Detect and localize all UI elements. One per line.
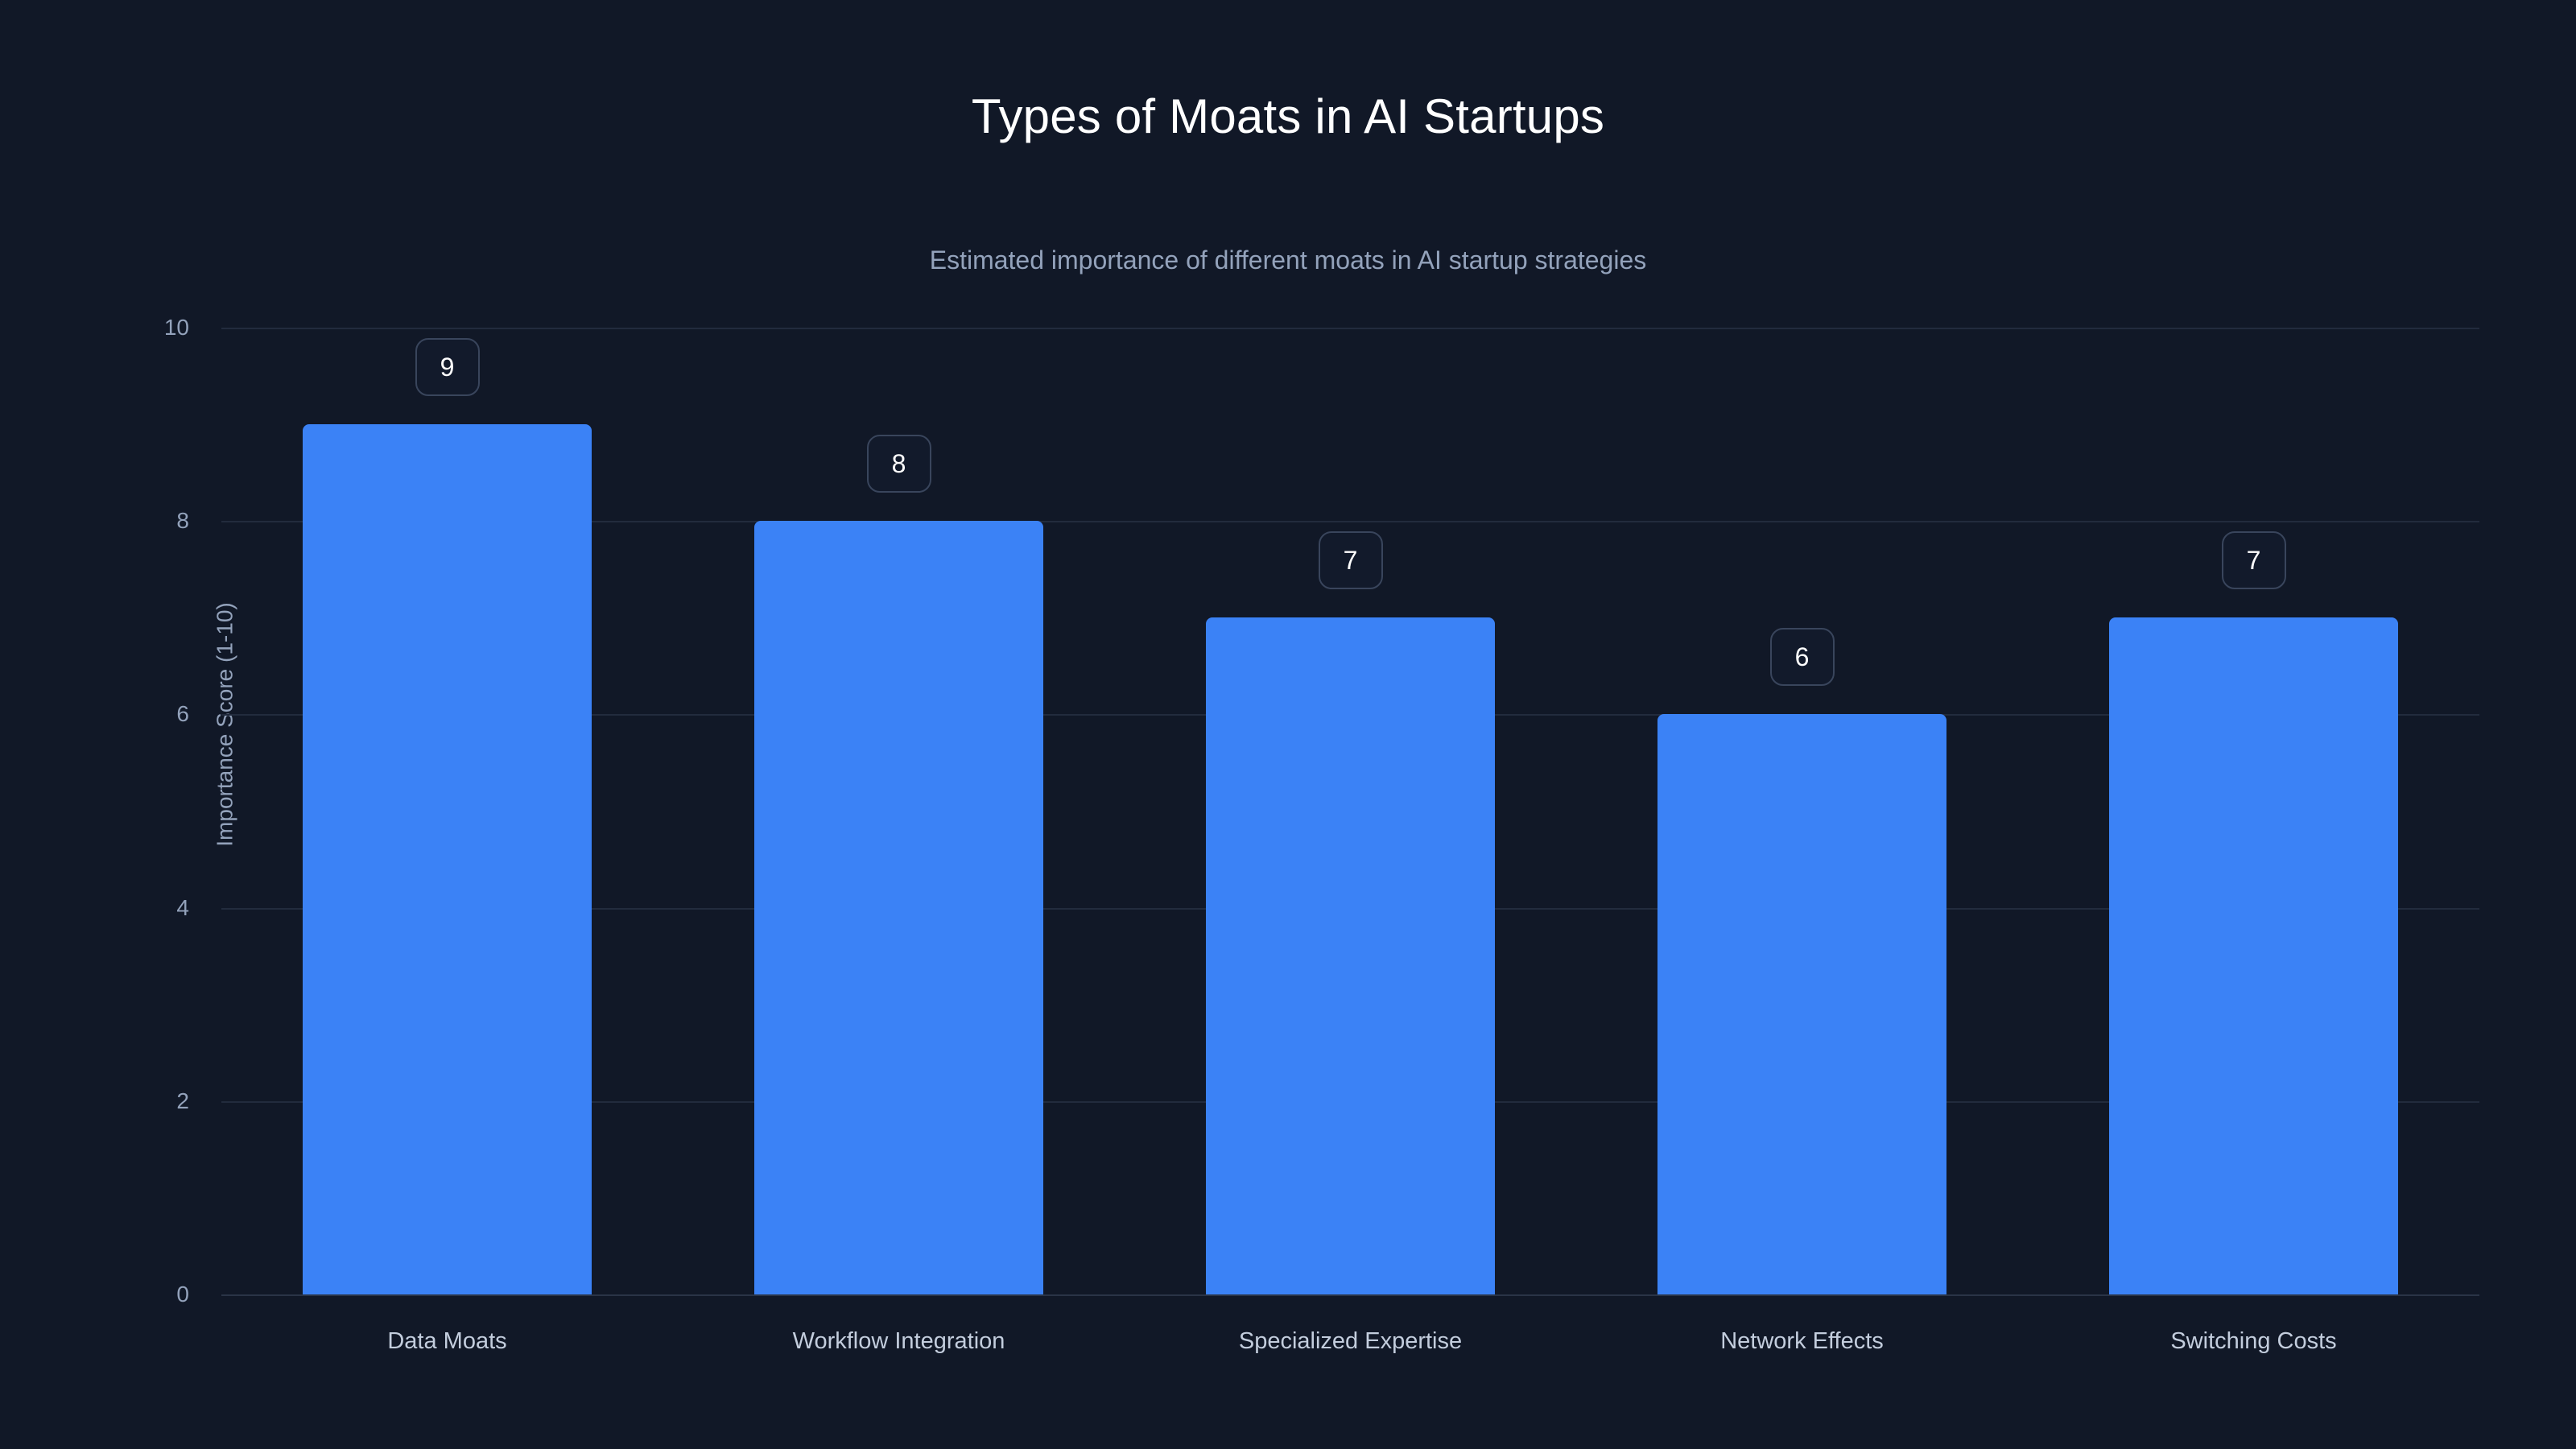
y-axis-tick-label: 4 bbox=[176, 894, 189, 920]
x-axis-category-label: Workflow Integration bbox=[792, 1328, 1005, 1354]
bar[interactable] bbox=[1205, 617, 1495, 1294]
y-axis-tick-label: 6 bbox=[176, 701, 189, 727]
x-axis-category-label: Network Effects bbox=[1720, 1328, 1884, 1354]
y-axis-tick-label: 8 bbox=[176, 508, 189, 534]
x-axis-category-label: Switching Costs bbox=[2170, 1328, 2337, 1354]
bar[interactable] bbox=[1657, 714, 1946, 1294]
bar-value-badge: 7 bbox=[1318, 531, 1383, 590]
gridline bbox=[221, 328, 2479, 329]
bar-value-badge: 6 bbox=[1769, 628, 1835, 687]
bar[interactable] bbox=[753, 521, 1043, 1294]
chart-subtitle: Estimated importance of different moats … bbox=[929, 246, 1647, 275]
bar[interactable] bbox=[302, 424, 592, 1294]
x-axis-category-label: Data Moats bbox=[387, 1328, 507, 1354]
bar-value-badge: 8 bbox=[866, 435, 931, 493]
y-axis-tick-label: 10 bbox=[163, 315, 189, 340]
gridline bbox=[221, 1294, 2479, 1296]
bar-value-badge: 7 bbox=[2221, 531, 2286, 590]
y-axis-tick-label: 2 bbox=[176, 1088, 189, 1113]
bar-value-badge: 9 bbox=[415, 338, 480, 397]
gridline bbox=[221, 521, 2479, 523]
plot-area bbox=[221, 328, 2479, 1296]
page-title: Types of Moats in AI Startups bbox=[971, 89, 1605, 143]
bar[interactable] bbox=[2108, 617, 2398, 1294]
y-axis-tick-label: 0 bbox=[176, 1282, 189, 1307]
x-axis-category-label: Specialized Expertise bbox=[1238, 1328, 1463, 1354]
